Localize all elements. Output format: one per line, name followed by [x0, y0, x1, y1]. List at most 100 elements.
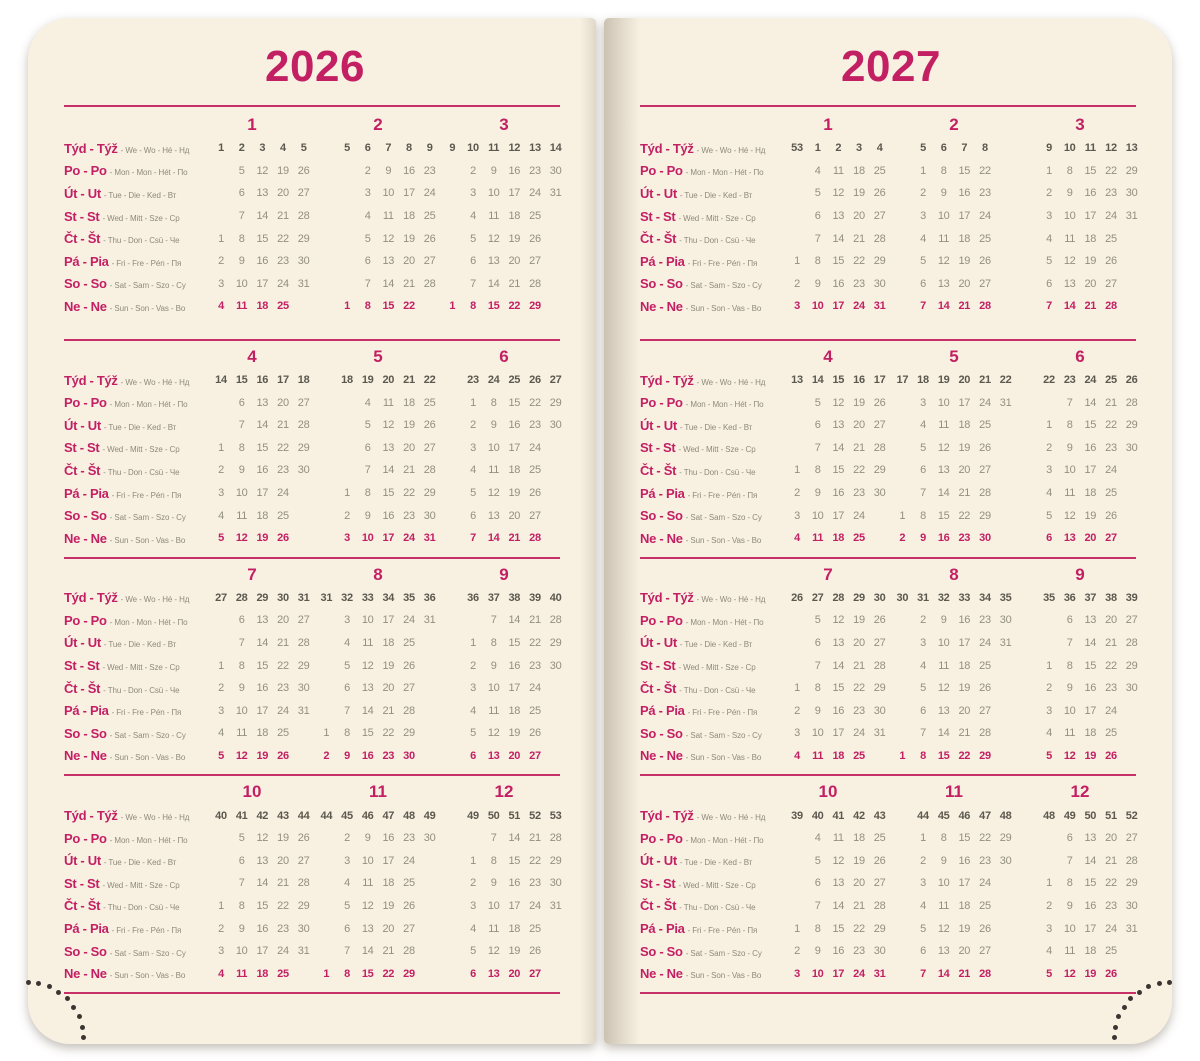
day-number-cell: 10 [361, 532, 374, 545]
day-number-cell [787, 877, 808, 889]
row-label-translations: - We - Wo - Hé - Нд [696, 145, 766, 155]
day-number-cell: 17 [256, 487, 269, 500]
day-number-cell: 29 [1125, 164, 1138, 177]
day-number-cell: 22 [403, 300, 415, 313]
day-number-cell: 14 [256, 636, 269, 649]
week-number-cell [442, 810, 463, 822]
row-label-translations: - Fri - Fre - Pén - Пя [111, 708, 182, 718]
row-label-cz-sk: Pá - Pia [64, 253, 109, 269]
month-grid: 1 8 15 22 29 [892, 832, 1016, 844]
day-number-cell: 27 [873, 210, 886, 223]
month-grid: 2 9 16 23 30 [190, 464, 314, 476]
day-number-cell: 17 [382, 854, 395, 867]
day-number-cell: 15 [937, 509, 950, 522]
day-number-cell: 5 [238, 832, 245, 845]
day-number-cell [766, 705, 787, 717]
day-number-cell [545, 750, 566, 762]
quarter-rule [640, 556, 1136, 559]
row-label-cz-sk: Út - Ut [64, 417, 101, 433]
day-number-cell: 9 [1066, 187, 1073, 200]
day-number-cell: 25 [853, 532, 865, 545]
day-number-cell: 27 [873, 877, 886, 890]
day-number-cell: 14 [1084, 636, 1097, 649]
day-number-cell: 5 [920, 682, 926, 695]
calendar-row-fr: Pá - Pia - Fri - Fre - Pén - Пя 2 9 16 23 30 7 1… [604, 482, 1172, 505]
day-number-cell [1018, 900, 1039, 912]
day-number-cell: 31 [1125, 210, 1138, 223]
month-grid: 6 13 20 27 [316, 682, 440, 694]
month-numbers-row: 10 11 12 [604, 780, 1172, 804]
month-grid: 18 19 20 21 22 [316, 374, 440, 386]
day-number-cell: 27 [529, 967, 541, 980]
day-number-cell: 8 [344, 967, 350, 980]
day-number-cell: 6 [470, 255, 476, 268]
month-grid: 1 8 15 22 29 [1018, 419, 1142, 431]
month-grid: 35 36 37 38 39 [1018, 592, 1142, 604]
day-number-cell [442, 255, 463, 267]
row-label-cz-sk: So - So [64, 508, 107, 524]
row-label: Po - Po - Mon - Mon - Hét - По [64, 163, 188, 178]
calendar-row-mo: Po - Po - Mon - Mon - Hét - По 5 12 19 26 2 9 16… [604, 609, 1172, 632]
week-number-cell: 18 [917, 374, 929, 387]
day-number-cell: 7 [344, 945, 350, 958]
day-number-cell: 11 [1064, 945, 1076, 958]
calendar-row-th: Čt - Št - Thu - Don - Csü - Че 2 9 16 23 30 7 14… [28, 459, 596, 482]
day-number-cell: 25 [277, 300, 289, 313]
day-number-cell: 14 [832, 232, 845, 245]
calendar-row-su: Ne - Ne - Sun - Son - Vas - Во 4 11 18 25 2 9 16… [604, 527, 1172, 550]
day-number-cell: 7 [814, 899, 821, 912]
day-number-cell: 8 [364, 300, 371, 313]
day-number-cell [766, 923, 787, 935]
month-grid: 5 12 19 26 [1018, 510, 1142, 522]
day-number-cell [766, 532, 787, 544]
day-number-cell: 26 [529, 727, 541, 740]
day-number-cell: 21 [853, 441, 865, 454]
month-grid: 7 14 21 28 [892, 727, 1016, 739]
month-grid: 5 12 19 26 [190, 750, 314, 762]
row-label-translations: - Mon - Mon - Hét - По [109, 617, 188, 627]
day-number-cell: 31 [999, 636, 1012, 649]
day-number-cell [869, 532, 890, 544]
day-number-cell: 21 [277, 877, 289, 890]
day-number-cell: 10 [1063, 210, 1076, 223]
day-number-cell: 16 [256, 922, 269, 935]
day-number-cell: 3 [794, 509, 800, 522]
row-label-cz-sk: St - St [640, 875, 676, 891]
day-number-cell: 8 [920, 749, 926, 762]
day-number-cell: 10 [937, 396, 950, 409]
row-label: St - St - Wed - Mitt - Sze - Ср [64, 658, 188, 673]
row-label-translations: - We - Wo - Hé - Нд [120, 813, 190, 823]
month-grid: 4 11 18 25 [892, 660, 1016, 672]
quarter-rule [640, 338, 1136, 341]
day-number-cell: 19 [256, 532, 269, 545]
calendar-row-wk: Týd - Týž - We - Wo - Hé - Нд 14 15 16 17 18 18… [28, 369, 596, 392]
month-grid: 7 14 21 28 [1018, 855, 1142, 867]
day-number-cell: 25 [853, 749, 865, 762]
day-number-cell: 7 [920, 727, 926, 740]
day-number-cell: 6 [238, 187, 245, 200]
day-number-cell [419, 637, 440, 649]
day-number-cell [766, 614, 787, 626]
day-number-cell: 8 [940, 164, 947, 177]
day-number-cell: 16 [958, 854, 971, 867]
day-number-cell: 14 [508, 832, 521, 845]
day-number-cell: 3 [920, 396, 926, 409]
week-number-cell: 5 [300, 142, 307, 155]
week-number-cell: 52 [1125, 809, 1138, 822]
day-number-cell: 18 [1084, 727, 1097, 740]
row-label-translations: - Mon - Mon - Hét - По [109, 168, 188, 178]
week-number-cell: 5 [920, 142, 926, 155]
row-label: Po - Po - Mon - Mon - Hét - По [640, 831, 764, 846]
month-grid: 4 11 18 25 [190, 968, 314, 980]
month-grid: 9 10 11 12 13 [1018, 142, 1142, 154]
day-number-cell: 16 [382, 509, 395, 522]
stitch-dot [56, 989, 62, 995]
day-number-cell: 7 [490, 614, 497, 627]
row-label: St - St - Wed - Mitt - Sze - Ср [640, 440, 764, 455]
week-number-cell: 36 [1063, 591, 1076, 604]
row-label-translations: - Thu - Don - Csü - Че [103, 467, 180, 477]
week-number-cell: 49 [1063, 809, 1076, 822]
week-number-cell [190, 592, 211, 604]
